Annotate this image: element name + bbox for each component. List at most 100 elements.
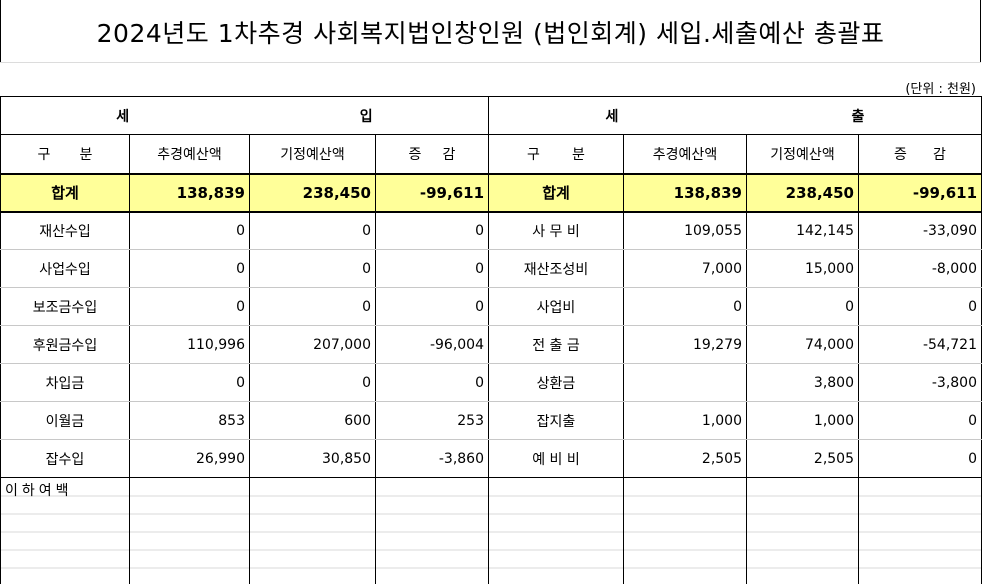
expense-item-prev: 2,505 xyxy=(746,439,859,478)
expense-item-prev: 0 xyxy=(746,287,859,326)
expense-total-budget: 138,839 xyxy=(623,173,747,213)
table-row: 잡수입 26,990 30,850 -3,860 예 비 비 2,505 2,505 0 xyxy=(0,439,982,478)
revenue-total-prev: 238,450 xyxy=(249,173,376,213)
blank-cell xyxy=(858,477,982,584)
blank-cell xyxy=(488,477,624,584)
revenue-total-diff: -99,611 xyxy=(375,173,489,213)
revenue-total-label: 합계 xyxy=(0,173,130,213)
expense-item-diff: -8,000 xyxy=(858,249,982,288)
diff-char-b: 감 xyxy=(933,146,946,163)
table-row: 후원금수입 110,996 207,000 -96,004 전 출 금 19,279 74,… xyxy=(0,325,982,364)
expense-item-diff: -54,721 xyxy=(858,325,982,364)
revenue-item-diff: 0 xyxy=(375,287,489,326)
revenue-item-prev: 30,850 xyxy=(249,439,376,478)
expense-item-label: 사 무 비 xyxy=(488,211,624,250)
table-row: 이월금 853 600 253 잡지출 1,000 1,000 0 xyxy=(0,401,982,440)
revenue-section-header: 세 입 xyxy=(0,96,489,135)
blank-cell xyxy=(623,477,747,584)
expense-item-diff: 0 xyxy=(858,287,982,326)
revenue-item-label: 잡수입 xyxy=(0,439,130,478)
expense-total-label: 합계 xyxy=(488,173,624,213)
table-row: 재산수입 0 0 0 사 무 비 109,055 142,145 -33,090 xyxy=(0,211,982,250)
revenue-item-budget: 0 xyxy=(129,211,250,250)
revenue-header-right: 입 xyxy=(359,108,373,125)
divider xyxy=(0,62,981,63)
revenue-item-label: 보조금수입 xyxy=(0,287,130,326)
revenue-item-budget: 110,996 xyxy=(129,325,250,364)
expense-item-budget: 1,000 xyxy=(623,401,747,440)
expense-total-prev: 238,450 xyxy=(746,173,859,213)
expense-total-diff: -99,611 xyxy=(858,173,982,213)
expense-item-prev: 74,000 xyxy=(746,325,859,364)
revenue-item-budget: 0 xyxy=(129,249,250,288)
diff-char-a: 증 xyxy=(894,146,907,163)
expense-item-label: 재산조성비 xyxy=(488,249,624,288)
revenue-item-label: 후원금수입 xyxy=(0,325,130,364)
expense-header-right: 출 xyxy=(851,108,865,125)
blank-cell: 이하여백 xyxy=(0,477,130,584)
blank-cell xyxy=(375,477,489,584)
expense-item-budget: 109,055 xyxy=(623,211,747,250)
revenue-item-prev: 0 xyxy=(249,211,376,250)
expense-item-budget xyxy=(623,363,747,402)
table-row: 사업수입 0 0 0 재산조성비 7,000 15,000 -8,000 xyxy=(0,249,982,288)
revenue-item-prev: 0 xyxy=(249,287,376,326)
revenue-item-label: 재산수입 xyxy=(0,211,130,250)
expense-item-prev: 3,800 xyxy=(746,363,859,402)
revenue-item-label: 사업수입 xyxy=(0,249,130,288)
expense-item-diff: -33,090 xyxy=(858,211,982,250)
revenue-item-prev: 0 xyxy=(249,363,376,402)
blank-cell xyxy=(249,477,376,584)
expense-header-left: 세 xyxy=(605,108,619,125)
expense-section-header: 세 출 xyxy=(488,96,982,135)
unit-label: (단위 : 천원) xyxy=(905,82,976,97)
expense-item-label: 사업비 xyxy=(488,287,624,326)
table-row: 차입금 0 0 0 상환금 3,800 -3,800 xyxy=(0,363,982,402)
table-row: 보조금수입 0 0 0 사업비 0 0 0 xyxy=(0,287,982,326)
diff-char-b: 감 xyxy=(442,146,456,163)
expense-item-label: 전 출 금 xyxy=(488,325,624,364)
revenue-item-label: 차입금 xyxy=(0,363,130,402)
revenue-item-diff: 0 xyxy=(375,363,489,402)
expense-prev-header: 기정예산액 xyxy=(746,134,859,175)
diff-char-a: 증 xyxy=(408,146,422,163)
revenue-item-prev: 600 xyxy=(249,401,376,440)
category-char-a: 구 xyxy=(527,146,540,163)
expense-item-prev: 15,000 xyxy=(746,249,859,288)
revenue-item-label: 이월금 xyxy=(0,401,130,440)
category-char-a: 구 xyxy=(37,146,51,163)
expense-item-diff: -3,800 xyxy=(858,363,982,402)
revenue-total-budget: 138,839 xyxy=(129,173,250,213)
revenue-item-diff: 0 xyxy=(375,211,489,250)
blank-cell xyxy=(746,477,859,584)
revenue-item-prev: 0 xyxy=(249,249,376,288)
expense-item-budget: 2,505 xyxy=(623,439,747,478)
expense-item-budget: 19,279 xyxy=(623,325,747,364)
revenue-item-diff: 0 xyxy=(375,249,489,288)
revenue-item-budget: 853 xyxy=(129,401,250,440)
expense-item-prev: 1,000 xyxy=(746,401,859,440)
category-char-b: 분 xyxy=(79,146,93,163)
blank-note: 이하여백 xyxy=(5,483,73,499)
revenue-item-diff: -96,004 xyxy=(375,325,489,364)
blank-cell xyxy=(129,477,250,584)
expense-item-label: 상환금 xyxy=(488,363,624,402)
revenue-item-prev: 207,000 xyxy=(249,325,376,364)
section-header-row: 세 입 세 출 xyxy=(0,96,982,135)
revenue-prev-header: 기정예산액 xyxy=(249,134,376,175)
revenue-budget-header: 추경예산액 xyxy=(129,134,250,175)
expense-item-label: 예 비 비 xyxy=(488,439,624,478)
expense-item-diff: 0 xyxy=(858,439,982,478)
revenue-item-budget: 0 xyxy=(129,363,250,402)
category-char-b: 분 xyxy=(572,146,585,163)
title-row: 2024년도 1차추경 사회복지법인창인원 (법인회계) 세입.세출예산 총괄표 xyxy=(0,0,981,62)
revenue-item-budget: 26,990 xyxy=(129,439,250,478)
total-row: 합계 138,839 238,450 -99,611 합계 138,839 23… xyxy=(0,173,982,213)
